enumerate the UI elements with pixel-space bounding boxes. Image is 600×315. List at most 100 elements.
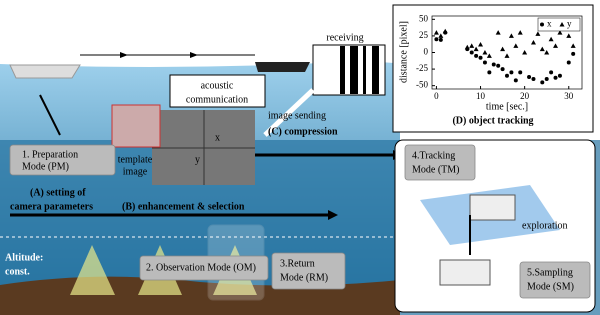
point: [557, 73, 562, 78]
point: [566, 33, 572, 38]
tm-label: 4.Tracking: [412, 150, 455, 161]
pm-box: [9, 144, 116, 176]
legend-label: y: [567, 19, 572, 29]
point: [438, 37, 443, 42]
y-tick-label: -50: [416, 80, 428, 90]
altitude-label: Altitude:: [5, 252, 43, 263]
point: [553, 75, 558, 80]
arrow: [190, 52, 198, 58]
point: [473, 46, 479, 52]
point: [491, 62, 496, 67]
legend-box: [537, 17, 581, 32]
template-label: template: [118, 154, 153, 165]
om-box: [139, 255, 269, 281]
sm-label: 5.Sampling: [527, 267, 573, 278]
y-axis-label: distance [pixel]: [398, 21, 409, 83]
x-label: x: [215, 132, 220, 143]
point: [559, 22, 565, 27]
point: [496, 63, 501, 68]
point: [544, 77, 549, 82]
plot-title: (D) object tracking: [452, 115, 533, 126]
legend-label: x: [547, 19, 552, 29]
pm-label: Mode (PM): [22, 161, 69, 172]
sm-box: [519, 261, 591, 299]
tm-label: Mode (TM): [412, 164, 460, 175]
rm-box: [271, 252, 346, 290]
point: [531, 77, 536, 82]
setting-label: (A) setting of: [30, 187, 86, 198]
point: [469, 50, 474, 55]
y-tick-label: -25: [416, 63, 428, 73]
point: [504, 53, 510, 58]
point: [544, 50, 550, 55]
x-tick-label: 0: [434, 91, 439, 101]
sm-label: Mode (SM): [527, 281, 574, 292]
y-label: y: [195, 154, 200, 165]
point: [530, 40, 536, 45]
point: [509, 70, 514, 75]
point: [434, 37, 439, 42]
robot: [469, 194, 516, 221]
point: [513, 43, 519, 48]
x-tick-label: 10: [476, 91, 486, 101]
point: [438, 33, 444, 38]
x-tick-label: 30: [564, 91, 574, 101]
y-tick-label: 50: [419, 13, 429, 23]
point: [539, 46, 545, 52]
acoustic-label: communication: [186, 94, 248, 105]
receiving-label: receiving: [326, 32, 363, 43]
point: [464, 44, 470, 50]
point: [508, 33, 514, 38]
stripes: [340, 46, 379, 94]
point: [570, 43, 576, 48]
point: [517, 30, 523, 35]
exploration-label: exploration: [522, 220, 568, 231]
point: [513, 78, 518, 83]
compression-label: (C) compression: [268, 126, 338, 137]
point: [500, 46, 506, 52]
point: [518, 70, 523, 75]
arrow: [39, 94, 61, 136]
point: [549, 70, 554, 75]
setting-label: camera parameters: [10, 201, 93, 212]
point: [482, 50, 488, 55]
point: [487, 70, 492, 75]
om-label: 2. Observation Mode (OM): [146, 262, 256, 273]
receiving-ship: [255, 62, 310, 72]
arrow: [120, 52, 128, 58]
point: [540, 22, 544, 27]
point: [535, 31, 541, 36]
point: [486, 53, 492, 58]
altitude-label: const.: [5, 266, 30, 277]
y-tick-label: 0: [424, 47, 429, 57]
rm-label: 3.Return: [280, 258, 315, 269]
template-label: image: [123, 166, 148, 177]
point: [500, 67, 505, 72]
acoustic-box: [169, 74, 266, 108]
acoustic-label: acoustic: [201, 80, 234, 91]
point: [571, 51, 576, 56]
point: [442, 28, 448, 34]
image-sending-label: image sending: [268, 110, 326, 121]
point: [495, 30, 501, 35]
tm-box: [404, 144, 476, 181]
point: [548, 36, 554, 42]
point: [469, 43, 475, 48]
point: [478, 55, 483, 60]
point: [505, 73, 509, 78]
robot: [439, 259, 491, 286]
pm-label: 1. Preparation: [22, 149, 78, 160]
point: [474, 53, 479, 58]
point: [553, 43, 559, 48]
point: [557, 30, 563, 35]
y-tick-label: 25: [419, 30, 429, 40]
sending-arrow: [263, 88, 315, 137]
point: [482, 60, 487, 65]
x-tick-label: 20: [520, 91, 530, 101]
point: [522, 50, 528, 55]
point: [478, 42, 484, 47]
rm-label: Mode (RM): [280, 272, 328, 283]
template-image: [111, 104, 161, 148]
x-axis-label: time [sec.]: [486, 101, 528, 112]
